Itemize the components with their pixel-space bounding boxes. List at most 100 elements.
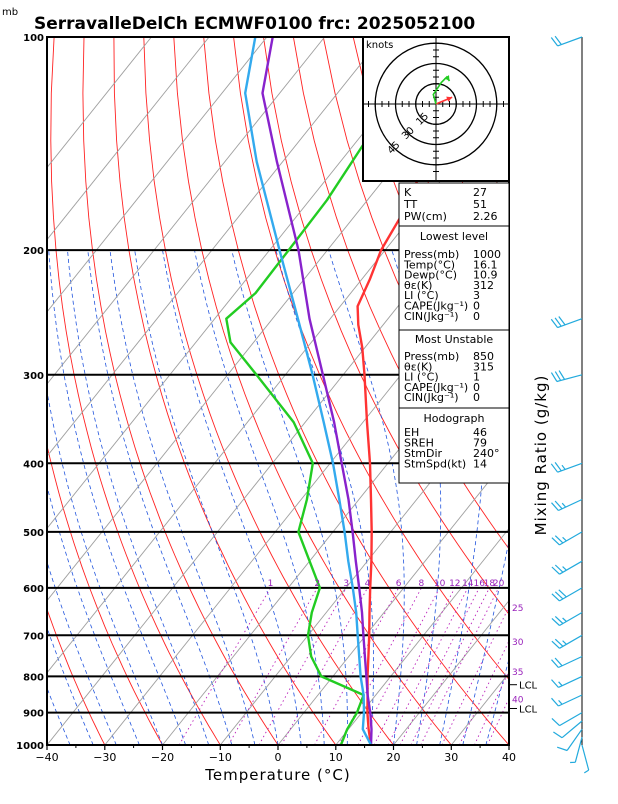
wind-barb [552,532,582,545]
index-row-value: 0 [473,310,480,323]
index-row-value: 0 [473,391,480,404]
x-axis-label: Temperature (°C) [204,766,350,784]
wind-barb-flag [552,680,559,688]
mixing-ratio-label: 25 [512,604,523,614]
mixing-ratio-label: 10 [434,579,446,589]
lowest-level-title: Lowest level [420,230,488,243]
pressure-tick-label: 200 [23,246,44,257]
temperature-tick-label: 30 [444,751,458,764]
wind-barb-shaft [558,463,582,472]
wind-barb [570,737,582,762]
moist-adiabat [0,250,70,745]
wind-barb [551,462,582,472]
wind-barb-shaft [558,37,582,46]
isotherm [509,37,618,745]
temperature-tick-label: −20 [151,751,174,764]
wind-barb [552,695,583,706]
mixing-ratio-axis-label: Mixing Ratio (g/kg) [532,375,550,536]
pressure-tick-label: 400 [23,459,44,470]
mixing-ratio-label: 20 [493,579,505,589]
wind-barb [552,635,582,648]
temperature-tick-label: 20 [387,751,401,764]
temperature-tick-label: 40 [502,751,516,764]
index-row-value: 14 [473,458,487,471]
moist-adiabat [195,250,325,745]
wind-barb [552,613,582,626]
mixing-ratio-line [442,588,519,745]
index-row-label: CIN(Jkg⁻¹) [404,391,459,404]
pw-label: PW(cm) [404,210,447,223]
pressure-tick-label: 900 [23,709,44,720]
dry-adiabat [593,37,618,745]
temperature-tick-label: −40 [35,751,58,764]
dry-adiabat [0,37,105,745]
indices-panel: K 27 TT 51 PW(cm) 2.26 Lowest level Pres… [399,183,509,483]
lcl-label: LCL [519,681,538,692]
pressure-tick-label: 600 [23,584,44,595]
isotherm [47,37,613,745]
wind-barb-shaft [560,561,583,574]
hodograph-units-label: knots [366,40,393,51]
most-unstable-title: Most Unstable [415,333,494,346]
moist-adiabat [135,250,278,745]
wind-barb [582,745,589,773]
wind-barb-half-flag [563,641,567,645]
mixing-ratio-label: 3 [343,579,349,589]
temperature-tick-label: −10 [209,751,232,764]
mixing-ratio-label: 2 [314,579,320,589]
mixing-ratio-line [228,588,317,745]
wind-barb-shaft [562,721,582,738]
pressure-tick-label: 300 [23,371,44,382]
wind-barb [551,317,582,328]
dry-adiabat [114,37,336,745]
mixing-ratio-label: 1 [268,579,274,589]
wind-barb [552,588,582,601]
pressure-tick-label: 700 [23,631,44,642]
wind-barb-half-flag [559,700,563,704]
wind-barb [557,729,582,750]
index-row-label: StmSpd(kt) [404,458,466,471]
wind-barb-shaft [582,745,589,770]
mixing-ratio-label: 6 [396,579,402,589]
wind-barb [552,657,583,668]
wind-barb-flag [553,732,562,738]
temperature-tick-label: 10 [329,751,343,764]
wind-barb-half-flag [562,465,565,469]
moist-adiabat [0,250,116,745]
wind-barb-half-flag [584,770,588,773]
mixing-ratio-label: 40 [512,695,524,705]
chart-title: SerravalleDelCh ECMWF0100 frc: 202505210… [34,14,475,34]
lcl-label: LCL [519,705,538,716]
moist-adiabat [14,250,139,745]
wind-barb-shaft [575,737,582,762]
moist-adiabat [31,250,163,745]
wind-barb [552,713,582,726]
temperature-tick-label: −30 [93,751,116,764]
wind-barb-shaft [560,532,583,545]
mixing-ratio-label: 12 [449,579,460,589]
pressure-tick-label: 800 [23,672,44,683]
moist-adiabat [49,250,186,745]
pw-value: 2.26 [473,210,498,223]
mixing-ratio-label: 14 [462,579,474,589]
wind-barb-half-flag [559,682,563,686]
wind-barb [551,371,582,382]
wind-barb-layer [551,36,588,773]
moist-adiabat [0,250,47,745]
wind-barb-shaft [560,635,583,648]
wind-barb [551,36,582,46]
wind-barb-half-flag [562,503,566,507]
mixing-ratio-label: 8 [419,579,425,589]
mixing-ratio-line [411,588,489,745]
pressure-tick-label: 100 [23,33,44,44]
wind-barb-flag [557,747,567,750]
wind-barb [552,676,583,687]
wind-barb-half-flag [563,537,567,541]
mixing-ratio-label: 35 [512,668,523,678]
pressure-tick-label: 500 [23,528,44,539]
mixing-ratio-label: 4 [365,579,371,589]
mixing-ratio-label: 30 [512,638,524,648]
temperature-tick-label: 0 [275,751,282,764]
wind-barb [552,561,582,574]
